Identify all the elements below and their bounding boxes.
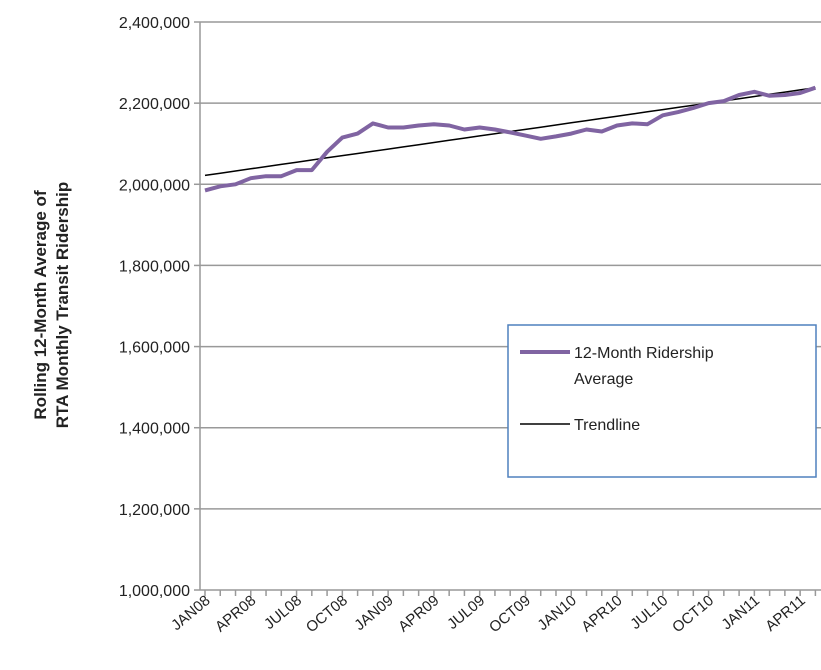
x-tick-label: JAN10: [534, 592, 579, 634]
y-tick-label: 2,400,000: [119, 15, 190, 32]
y-tick-label: 2,200,000: [119, 96, 190, 113]
y-tick-label: 1,200,000: [119, 502, 190, 519]
y-tick-label: 1,000,000: [119, 583, 190, 600]
y-tick-label: 2,000,000: [119, 177, 190, 194]
x-tick-label: APR09: [395, 592, 442, 636]
x-tick-label: APR11: [762, 592, 808, 635]
plot: [204, 85, 817, 193]
y-tick-label: 1,600,000: [119, 340, 190, 357]
x-tick-label: JAN11: [718, 592, 763, 633]
x-tick-label: JAN09: [351, 592, 396, 634]
x-tick-label: OCT10: [669, 592, 717, 636]
y-axis-title: Rolling 12-Month Average of: [31, 190, 50, 420]
x-tick-label: APR10: [578, 592, 625, 636]
x-tick-label: OCT09: [486, 592, 534, 636]
legend-label: Trendline: [574, 417, 640, 434]
legend-line: Average: [574, 371, 633, 388]
series-line: [204, 85, 817, 193]
x-tick-label: JUL10: [627, 592, 671, 633]
y-axis-title: RTA Monthly Transit Ridership: [53, 182, 72, 429]
x-tick-label: APR08: [212, 592, 259, 636]
y-tick-label: 1,800,000: [119, 258, 190, 275]
y-tick-label: 1,400,000: [119, 421, 190, 438]
x-tick-label: JUL09: [444, 592, 488, 633]
legend-label: 12-Month Ridership Average: [574, 345, 714, 388]
legend-line: 12-Month Ridership: [574, 345, 714, 362]
x-tick-label: JUL08: [261, 592, 305, 633]
x-tick-label: OCT08: [303, 592, 351, 636]
